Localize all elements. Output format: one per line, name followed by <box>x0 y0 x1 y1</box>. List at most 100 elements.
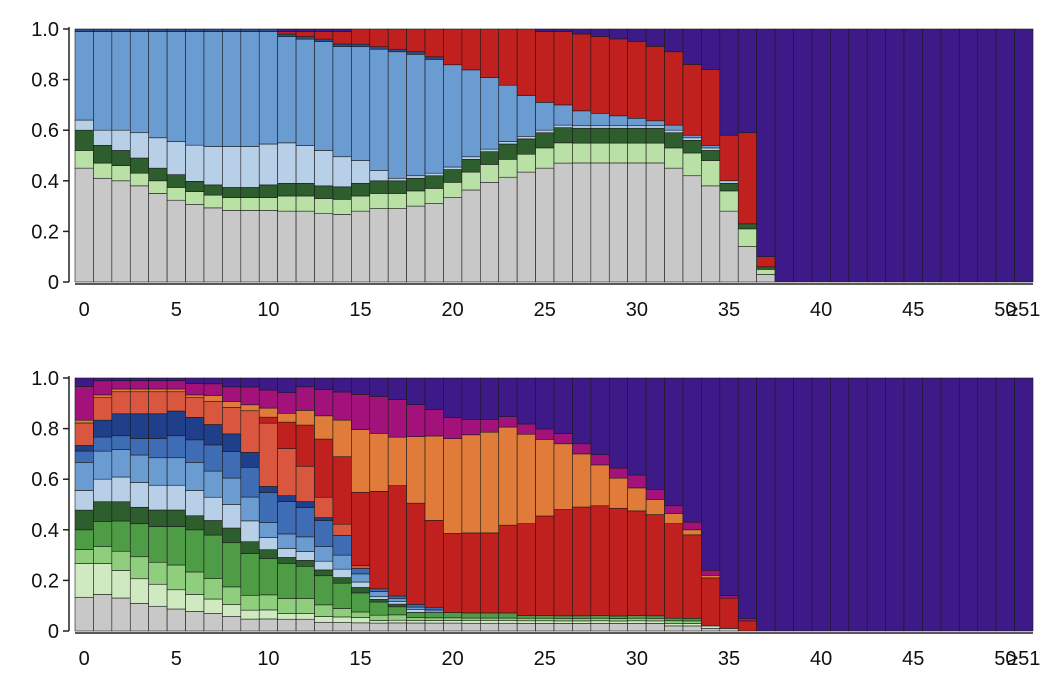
bar-segment-medium-green-17 <box>387 606 407 616</box>
y-tick-label: 0.8 <box>31 70 59 92</box>
bar-segment-grey-30 <box>627 162 647 283</box>
bar-segment-light-green-27 <box>572 618 592 622</box>
bar-segment-indigo-34 <box>701 28 721 70</box>
bar-segment-medium-blue-28 <box>590 113 610 127</box>
bar-segment-medium-blue-1 <box>93 450 113 480</box>
bar-segment-magenta-5 <box>166 380 186 390</box>
bar-segment-light-green-36 <box>737 228 757 247</box>
bar-segment-medium-blue-25 <box>535 102 555 131</box>
bar-segment-very-light-blue-1 <box>93 129 113 146</box>
bar-segment-salmon-red-2 <box>111 391 131 415</box>
bar-segment-very-light-green-22 <box>480 620 500 624</box>
bar-segment-very-light-blue-9 <box>240 146 260 188</box>
bar-segment-indigo-19 <box>424 377 444 410</box>
bar-segment-light-green-14 <box>332 199 352 215</box>
bar-segment-grey-13 <box>314 213 334 283</box>
bar-segment-light-green-6 <box>185 571 205 595</box>
bar-segment-dark-green-26 <box>553 127 573 144</box>
x-tick-label: 45 <box>902 299 924 321</box>
bar-segment-indigo-13 <box>314 28 334 32</box>
bar-segment-indigo-14 <box>332 377 352 393</box>
bar-segment-dark-green-17 <box>387 180 407 194</box>
bar-segment-indigo-42 <box>848 377 868 632</box>
bar-segment-indigo-39 <box>793 377 813 632</box>
bar-segment-red-19 <box>424 520 444 608</box>
bar-segment-very-light-green-34 <box>701 625 721 629</box>
bar-segment-light-green-31 <box>645 618 665 622</box>
bar-segment-steel-blue-0 <box>74 450 94 463</box>
bar-segment-dark-blue-12 <box>295 501 315 508</box>
bar-segment-very-light-green-0 <box>74 563 94 598</box>
bar-segment-dark-blue-0 <box>74 28 94 32</box>
bar-segment-very-light-blue-25 <box>535 129 555 134</box>
bar-segment-red-15 <box>351 28 371 45</box>
bar-segment-very-light-green-6 <box>185 594 205 612</box>
bar-segment-indigo-10 <box>258 377 278 391</box>
bar-segment-orange-16 <box>369 433 389 492</box>
bar-segment-very-light-blue-23 <box>498 141 518 145</box>
bar-segment-steel-blue-11 <box>277 501 297 535</box>
bar-segment-very-light-green-33 <box>682 623 702 627</box>
bar-segment-grey-25 <box>535 167 555 283</box>
bar-segment-steel-blue-17 <box>387 595 407 600</box>
bar-segment-grey-22 <box>480 182 500 283</box>
bar-segment-indigo-31 <box>645 377 665 490</box>
bar-segment-dark-green-29 <box>608 127 628 144</box>
bar-segment-indigo-37 <box>756 28 776 257</box>
bar-segment-grey-21 <box>461 189 481 283</box>
bar-segment-medium-blue-13 <box>314 41 334 151</box>
bar-segment-medium-green-23 <box>498 612 518 619</box>
bar-segment-medium-blue-15 <box>351 573 371 583</box>
bar-segment-very-light-green-8 <box>222 604 242 617</box>
bar-segment-orange-18 <box>406 436 426 504</box>
bar-segment-magenta-11 <box>277 392 297 414</box>
y-tick-label: 1.0 <box>31 368 59 390</box>
bar-segment-grey-5 <box>166 608 186 632</box>
bar-segment-magenta-8 <box>222 386 242 402</box>
bar-segment-very-light-blue-0 <box>74 119 94 131</box>
bar-segment-grey-35 <box>719 210 739 283</box>
x-tick-label: 5 <box>171 299 182 321</box>
bar-segment-grey-0 <box>74 167 94 283</box>
bar-segment-magenta-4 <box>148 380 168 390</box>
bar-segment-dark-blue-9 <box>240 452 260 468</box>
bar-segment-very-light-blue-24 <box>516 136 536 140</box>
bar-segment-indigo-47 <box>940 377 960 632</box>
bar-segment-indigo-4 <box>148 377 168 382</box>
bar-segment-medium-blue-31 <box>645 120 665 127</box>
bar-segment-indigo-46 <box>922 28 942 283</box>
bar-segment-grey-26 <box>553 623 573 632</box>
bar-segment-dark-green-1 <box>93 501 113 522</box>
bar-segment-salmon-red-13 <box>314 496 334 518</box>
bar-segment-medium-blue-16 <box>369 591 389 598</box>
bar-segment-light-green-15 <box>351 611 371 618</box>
bar-segment-salmon-red-0 <box>74 422 94 446</box>
x-tick-label: 10 <box>257 299 279 321</box>
bar-segment-red-32 <box>664 51 684 126</box>
bar-segment-light-green-13 <box>314 604 334 617</box>
bar-segment-dark-green-20 <box>443 169 463 183</box>
bar-segment-indigo-5 <box>166 377 186 382</box>
bar-segment-indigo-43 <box>866 28 886 283</box>
bar-segment-medium-green-15 <box>351 592 371 613</box>
bar-segment-magenta-33 <box>682 521 702 531</box>
bar-segment-light-green-9 <box>240 594 260 611</box>
bar-segment-red-29 <box>608 38 628 117</box>
bar-segment-very-light-blue-7 <box>203 496 223 521</box>
bar-segment-grey-6 <box>185 611 205 632</box>
bar-segment-very-light-blue-21 <box>461 156 481 160</box>
top-panel-chart: 0 0.2 0.4 0.6 0.8 1.0 0 5 10 15 20 25 30 35 40 45 50≥51 <box>31 19 1040 321</box>
bar-segment-dark-green-3 <box>129 506 149 525</box>
bar-segment-salmon-red-7 <box>203 400 223 425</box>
bar-segment-light-green-10 <box>258 594 278 611</box>
bar-segment-very-light-green-19 <box>424 620 444 624</box>
bar-segment-medium-blue-18 <box>406 53 426 177</box>
bar-segment-magenta-24 <box>516 423 536 435</box>
bar-segment-red-25 <box>535 515 555 616</box>
bar-segment-indigo-48 <box>959 377 979 632</box>
bar-segment-grey-9 <box>240 210 260 283</box>
bar-segment-red-14 <box>332 31 352 45</box>
bar-segment-very-light-blue-19 <box>424 172 444 177</box>
bar-segment-red-11 <box>277 421 297 449</box>
